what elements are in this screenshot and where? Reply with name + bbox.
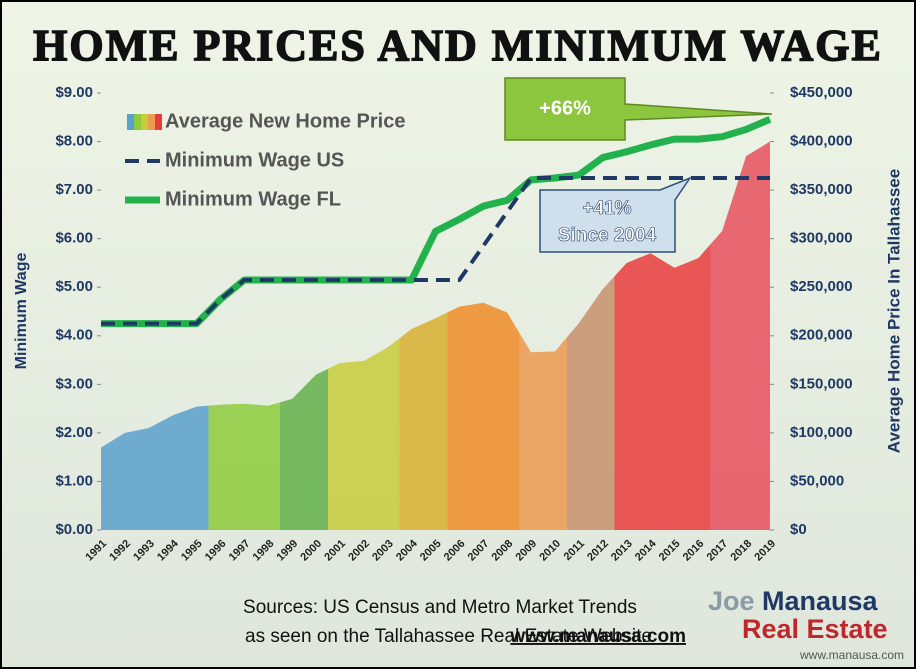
- y2-tick-label: $300,000: [790, 230, 853, 247]
- y2-tick-label: $0: [790, 521, 807, 538]
- y-tick-label: $9.00: [55, 84, 93, 101]
- y-tick-label: $6.00: [55, 230, 93, 247]
- seen-on: as seen on the Tallahassee Real Estate W…: [245, 626, 652, 647]
- annotation: +41%: [582, 198, 631, 219]
- legend-swatch: [141, 114, 148, 130]
- chart-title: HOME PRICES AND MINIMUM WAGE: [33, 21, 883, 70]
- y-tick-label: $3.00: [55, 375, 93, 392]
- logo-first: Joe: [708, 586, 755, 616]
- annotation: Since 2004: [558, 225, 657, 246]
- y2-tick-label: $150,000: [790, 375, 853, 392]
- y-tick-label: $1.00: [55, 472, 93, 489]
- legend-swatch: [127, 114, 134, 130]
- annotation: +66%: [539, 97, 591, 119]
- legend-label: Minimum Wage US: [165, 149, 344, 171]
- y-tick-label: $0.00: [55, 521, 93, 538]
- callout-box: [539, 176, 693, 253]
- legend-swatch: [134, 114, 141, 130]
- source: Sources: US Census and Metro Market Tren…: [243, 597, 637, 618]
- y2-tick-label: $200,000: [790, 327, 853, 344]
- y-tick-label: $8.00: [55, 133, 93, 150]
- y2-tick-label: $50,000: [790, 472, 844, 489]
- callout-box: [504, 77, 773, 141]
- line: [101, 175, 770, 326]
- y2-tick-label: $350,000: [790, 181, 853, 198]
- area: [101, 141, 770, 531]
- y2-tick-label: $450,000: [790, 84, 853, 101]
- y-tick-label: $5.00: [55, 278, 93, 295]
- logo-last: Manausa: [762, 586, 879, 616]
- y-tick-label: $7.00: [55, 181, 93, 198]
- y-axis-label: Minimum Wage: [13, 253, 30, 370]
- y2-tick-label: $250,000: [790, 278, 853, 295]
- legend-swatch: [155, 114, 162, 130]
- legend-label: Minimum Wage FL: [165, 188, 341, 210]
- legend-swatch: [148, 114, 155, 130]
- logo-tagline: Real Estate: [742, 614, 888, 644]
- legend-label: Average New Home Price: [165, 110, 405, 132]
- logo-url: www.manausa.com: [799, 648, 904, 662]
- y2-tick-label: $400,000: [790, 133, 853, 150]
- y-tick-label: $4.00: [55, 327, 93, 344]
- y2-tick-label: $100,000: [790, 424, 853, 441]
- y-tick-label: $2.00: [55, 424, 93, 441]
- website: www.manausa.com: [509, 626, 686, 647]
- y2-axis-label: Average Home Price In Tallahassee: [884, 169, 903, 453]
